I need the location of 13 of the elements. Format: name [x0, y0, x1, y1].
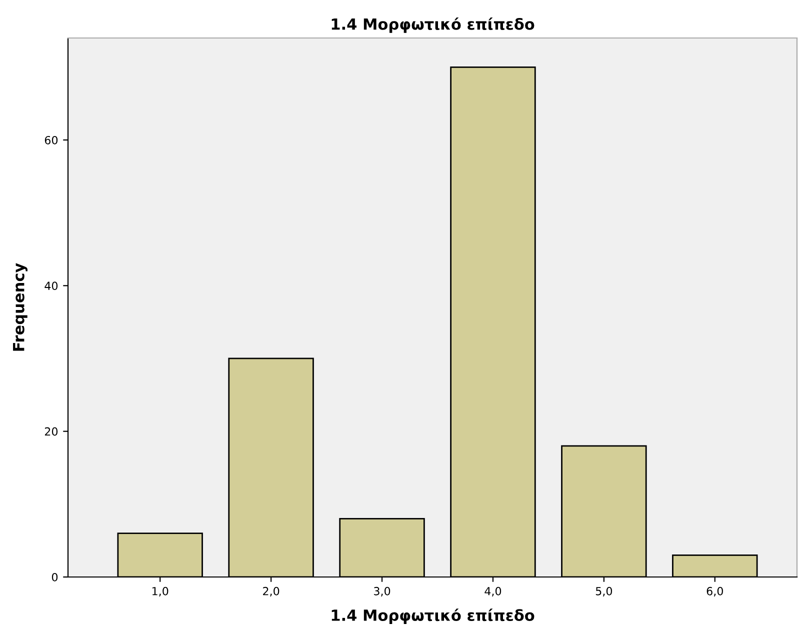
y-tick-label: 60 [44, 136, 58, 144]
x-tick-label: 5,0 [596, 586, 612, 596]
x-tick-label: 3,0 [374, 586, 390, 596]
y-axis-title: Frequency [13, 263, 28, 351]
x-tick-label: 4,0 [484, 586, 502, 596]
chart-title: 1.4 Μορφωτικό επίπεδο [332, 17, 534, 33]
x-tick-label: 1,0 [152, 586, 168, 596]
x-tick-label: 2,0 [263, 586, 280, 596]
y-tick-label: 0 [52, 572, 58, 582]
x-axis-title: 1.4 Μορφωτικό επίπεδο [332, 608, 534, 624]
x-tick-label: 6,0 [706, 586, 723, 596]
y-tick-label: 20 [44, 427, 58, 436]
y-tick-label: 40 [44, 282, 58, 290]
